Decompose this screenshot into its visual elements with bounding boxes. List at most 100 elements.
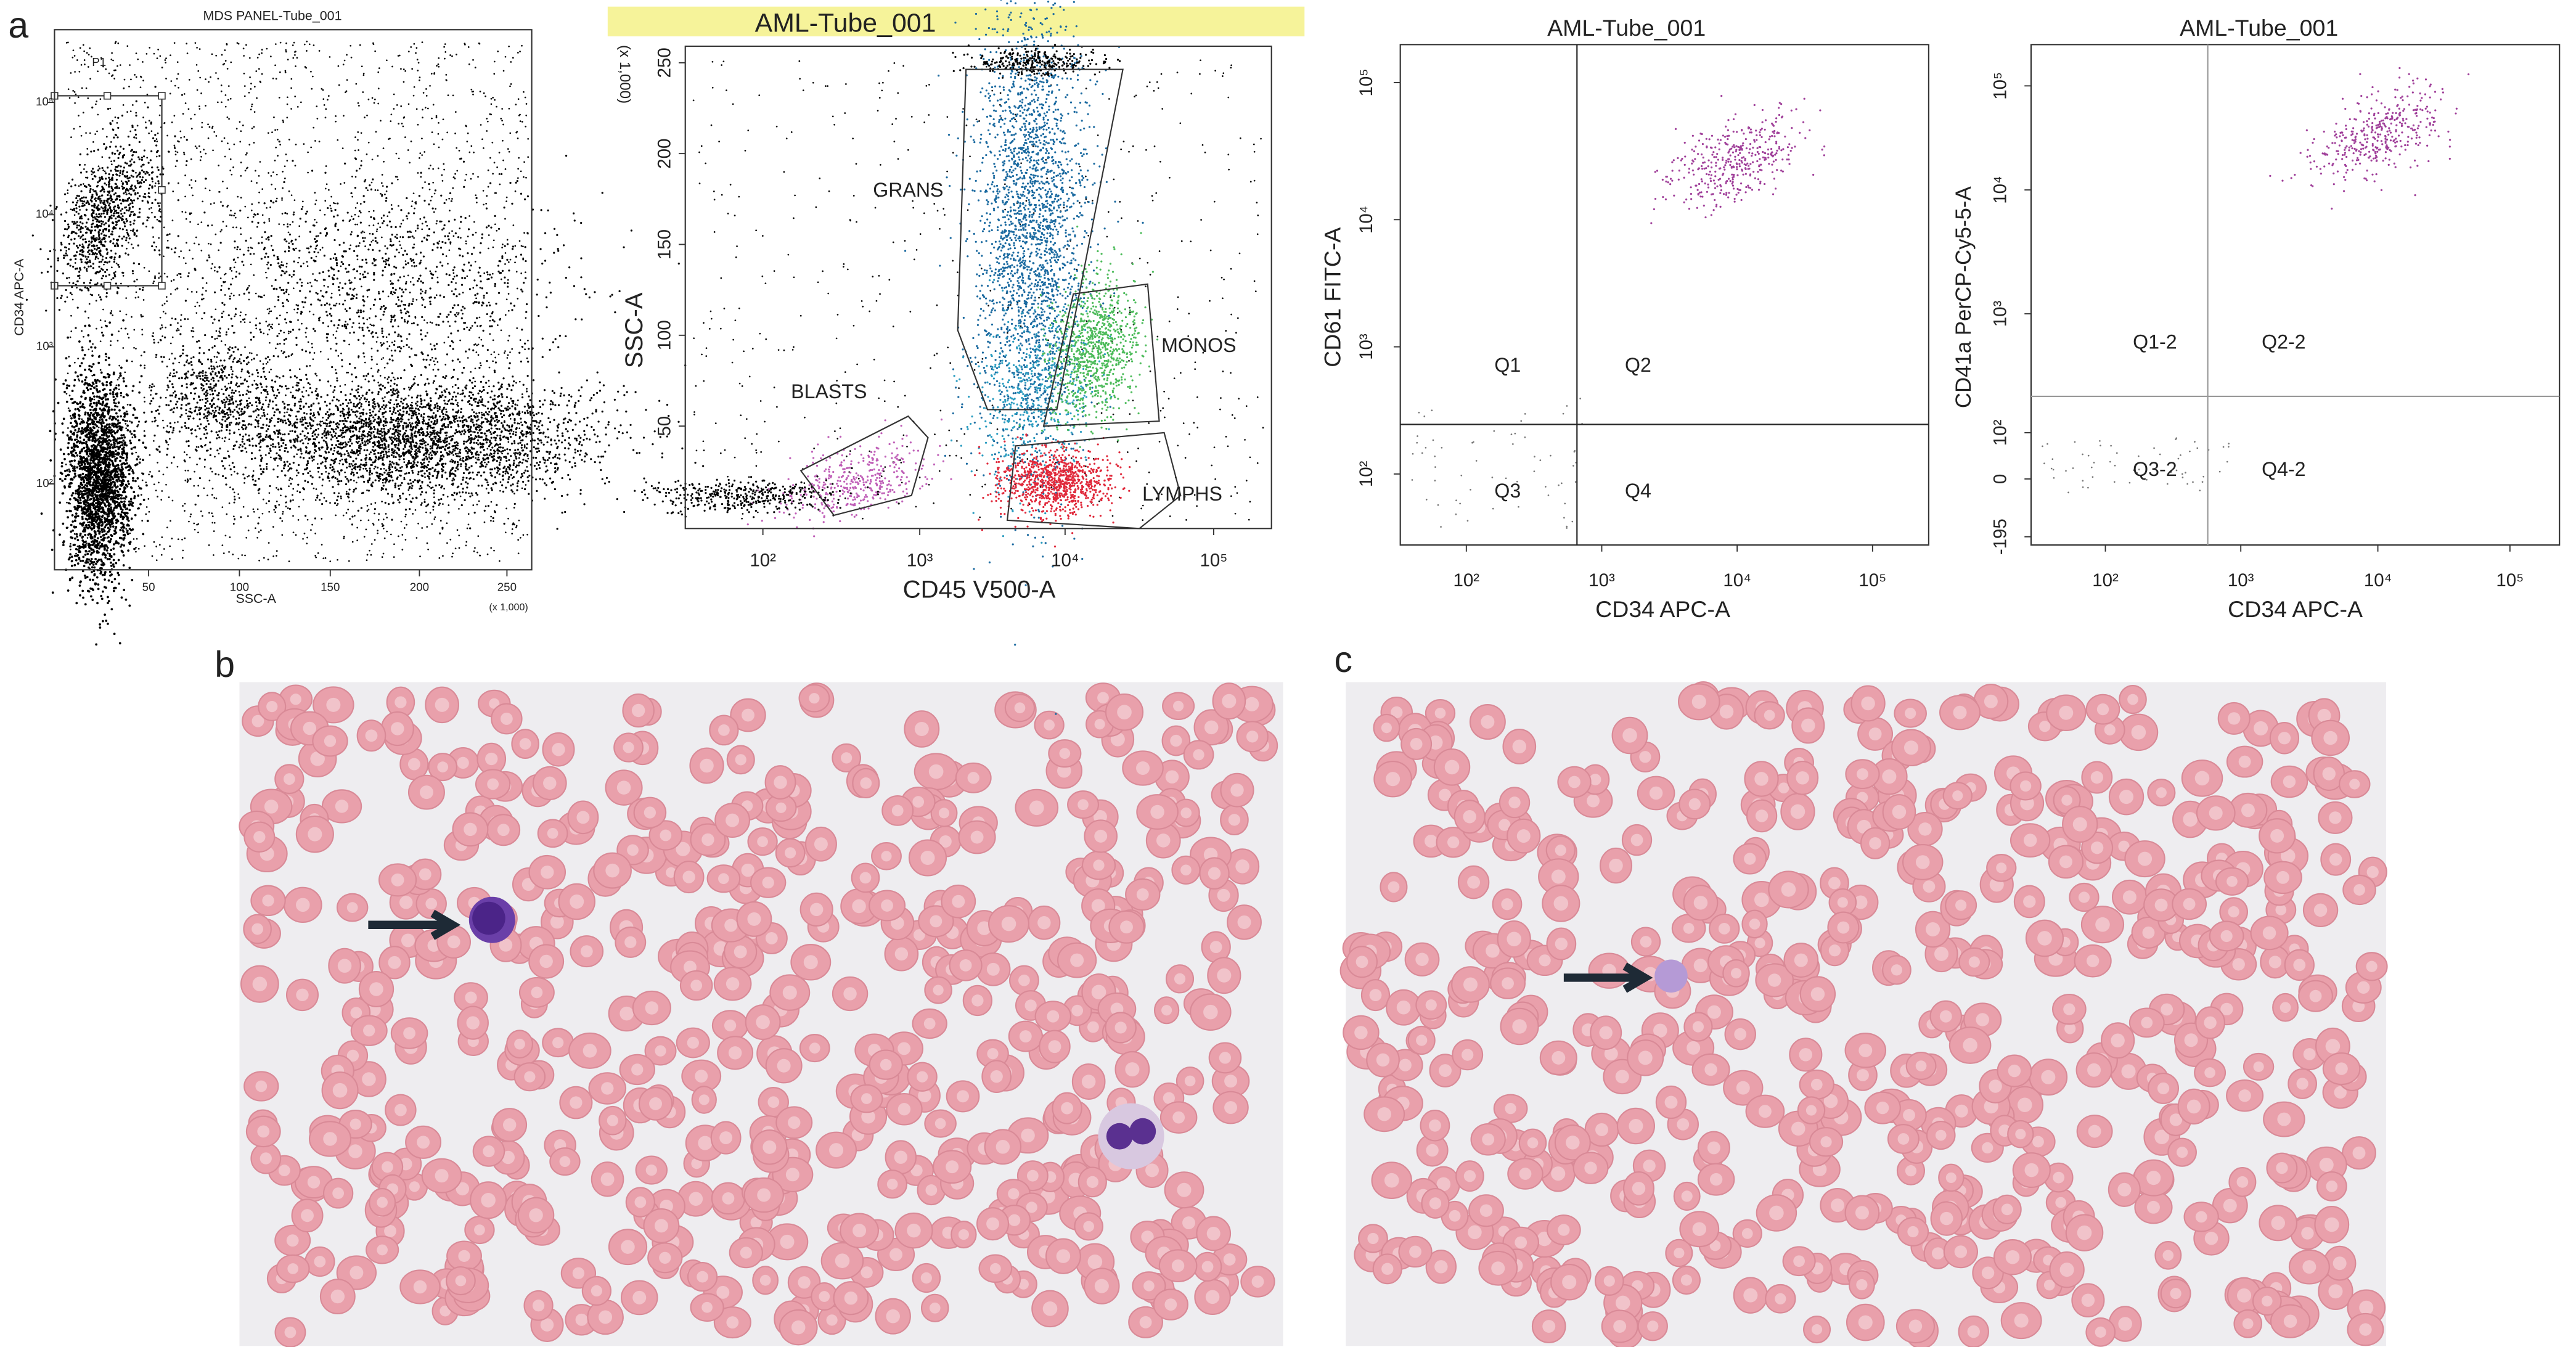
cell-pallor <box>1931 1247 1944 1260</box>
event-dot <box>100 425 104 428</box>
event-dot <box>125 218 128 221</box>
cell-pallor <box>649 1097 662 1110</box>
event-dot <box>92 526 96 530</box>
event-dot <box>98 390 101 393</box>
event-dot <box>126 412 129 416</box>
cell-pallor <box>301 1209 314 1222</box>
event-dot <box>89 231 92 233</box>
cell-pallor <box>1940 1211 1953 1226</box>
event-dot <box>67 236 70 239</box>
event-dot <box>78 551 81 554</box>
cell-pallor <box>1018 1279 1029 1290</box>
cell-pallor <box>1386 772 1400 787</box>
cell-pallor <box>2157 1082 2170 1095</box>
event-dot <box>104 554 107 557</box>
event-dot <box>88 558 90 561</box>
event-dot <box>130 211 133 213</box>
cell-pallor <box>2262 926 2276 940</box>
cell-pallor <box>952 895 965 908</box>
event-dot <box>76 267 78 270</box>
event-dot <box>111 460 113 462</box>
cell-pallor <box>1680 1274 1693 1286</box>
event-dot <box>135 114 137 117</box>
event-dot <box>120 543 123 546</box>
event-dot <box>80 217 83 219</box>
cell-pallor <box>2154 898 2168 912</box>
event-dot <box>117 473 120 476</box>
cell-pallor <box>2319 1157 2334 1173</box>
event-dot <box>99 254 102 256</box>
event-dot <box>108 435 110 438</box>
event-dot <box>89 515 91 518</box>
event-dot <box>157 180 160 182</box>
event-dot <box>134 446 137 449</box>
cell-pallor <box>283 773 295 785</box>
event-dot <box>131 501 134 504</box>
event-dot <box>68 182 70 184</box>
event-dot <box>110 482 113 485</box>
event-dot <box>119 459 121 462</box>
cell-pallor <box>1758 1105 1772 1118</box>
cell-pallor <box>1184 1075 1196 1087</box>
event-dot <box>100 283 103 285</box>
event-dot <box>102 457 105 460</box>
event-dot <box>113 401 116 404</box>
cell-pallor <box>1613 1320 1627 1333</box>
event-dot <box>80 432 83 435</box>
event-dot <box>91 456 94 459</box>
event-dot <box>87 425 89 427</box>
event-dot <box>100 594 103 597</box>
event-dot <box>118 427 121 430</box>
cell-pallor <box>1426 1144 1439 1157</box>
cell-pallor <box>2333 1256 2347 1271</box>
cell-pallor <box>2226 875 2238 887</box>
cell-pallor <box>417 1136 430 1149</box>
cell-pallor <box>2119 790 2134 805</box>
event-dot <box>83 526 86 530</box>
event-dot <box>99 397 102 399</box>
cell-pallor <box>337 959 352 973</box>
panel-label: b <box>215 645 235 685</box>
event-dot <box>120 481 123 484</box>
event-dot <box>76 434 79 437</box>
event-dot <box>100 473 103 476</box>
event-dot <box>126 177 129 179</box>
event-dot <box>81 202 84 205</box>
event-dot <box>84 533 87 536</box>
cell-pallor <box>1926 922 1940 936</box>
event-dot <box>109 392 112 395</box>
event-dot <box>88 364 91 367</box>
event-dot <box>113 474 116 477</box>
event-dot <box>82 555 85 559</box>
cell-pallor <box>1984 694 1998 708</box>
event-dot <box>114 459 117 462</box>
cell-pallor <box>2303 1048 2316 1060</box>
event-dot <box>86 153 89 156</box>
cell-pallor <box>1479 1204 1493 1217</box>
event-dot <box>105 440 108 443</box>
cell-pallor <box>391 722 404 735</box>
cell-pallor <box>946 1160 959 1174</box>
event-dot <box>81 483 84 486</box>
cell-pallor <box>2162 1250 2174 1261</box>
event-dot <box>107 622 109 625</box>
cell-pallor <box>1463 1170 1476 1182</box>
cell-pallor <box>861 1110 875 1124</box>
event-dot <box>63 478 67 481</box>
event-dot <box>86 444 89 448</box>
event-dot <box>80 231 82 234</box>
cell-pallor <box>1903 1108 1915 1121</box>
cell-pallor <box>894 947 909 961</box>
cell-pallor <box>1857 768 1868 780</box>
cell-pallor <box>2313 903 2328 917</box>
event-dot <box>83 522 86 524</box>
cell-pallor <box>1934 946 1949 961</box>
cell-pallor <box>2055 1197 2067 1208</box>
event-dot <box>113 136 115 139</box>
event-dot <box>83 406 86 409</box>
cell-pallor <box>1734 1028 1747 1041</box>
event-dot <box>138 391 141 394</box>
event-dot <box>70 536 73 539</box>
cell-pallor <box>1693 959 1707 973</box>
cell-pallor <box>929 1302 941 1314</box>
